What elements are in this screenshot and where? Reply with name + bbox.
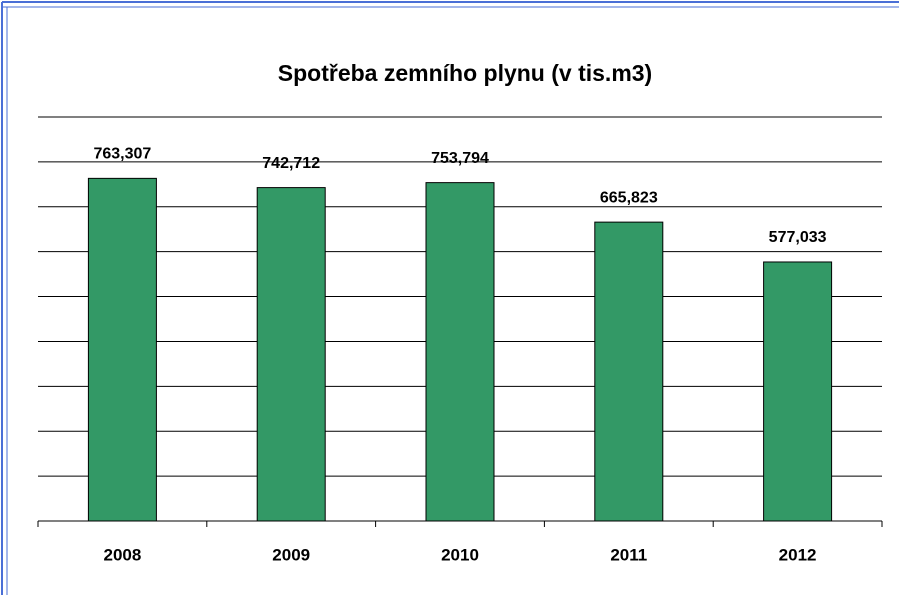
bar [594, 221, 664, 522]
x-tick-label: 2012 [779, 545, 817, 564]
data-label: 665,823 [600, 189, 658, 206]
bar [256, 187, 326, 522]
x-tick-label: 2010 [441, 545, 479, 564]
data-label: 577,033 [769, 229, 827, 246]
chart-title: Spotřeba zemního plynu (v tis.m3) [278, 60, 652, 86]
data-label: 763,307 [93, 146, 151, 163]
x-tick-label: 2011 [610, 545, 647, 564]
x-tick-label: 2009 [272, 545, 310, 564]
data-label: 753,794 [431, 150, 489, 167]
bar [425, 182, 495, 522]
bar [87, 177, 157, 522]
data-label: 742,712 [262, 155, 320, 172]
bar [763, 261, 833, 522]
x-tick-label: 2008 [103, 545, 141, 564]
